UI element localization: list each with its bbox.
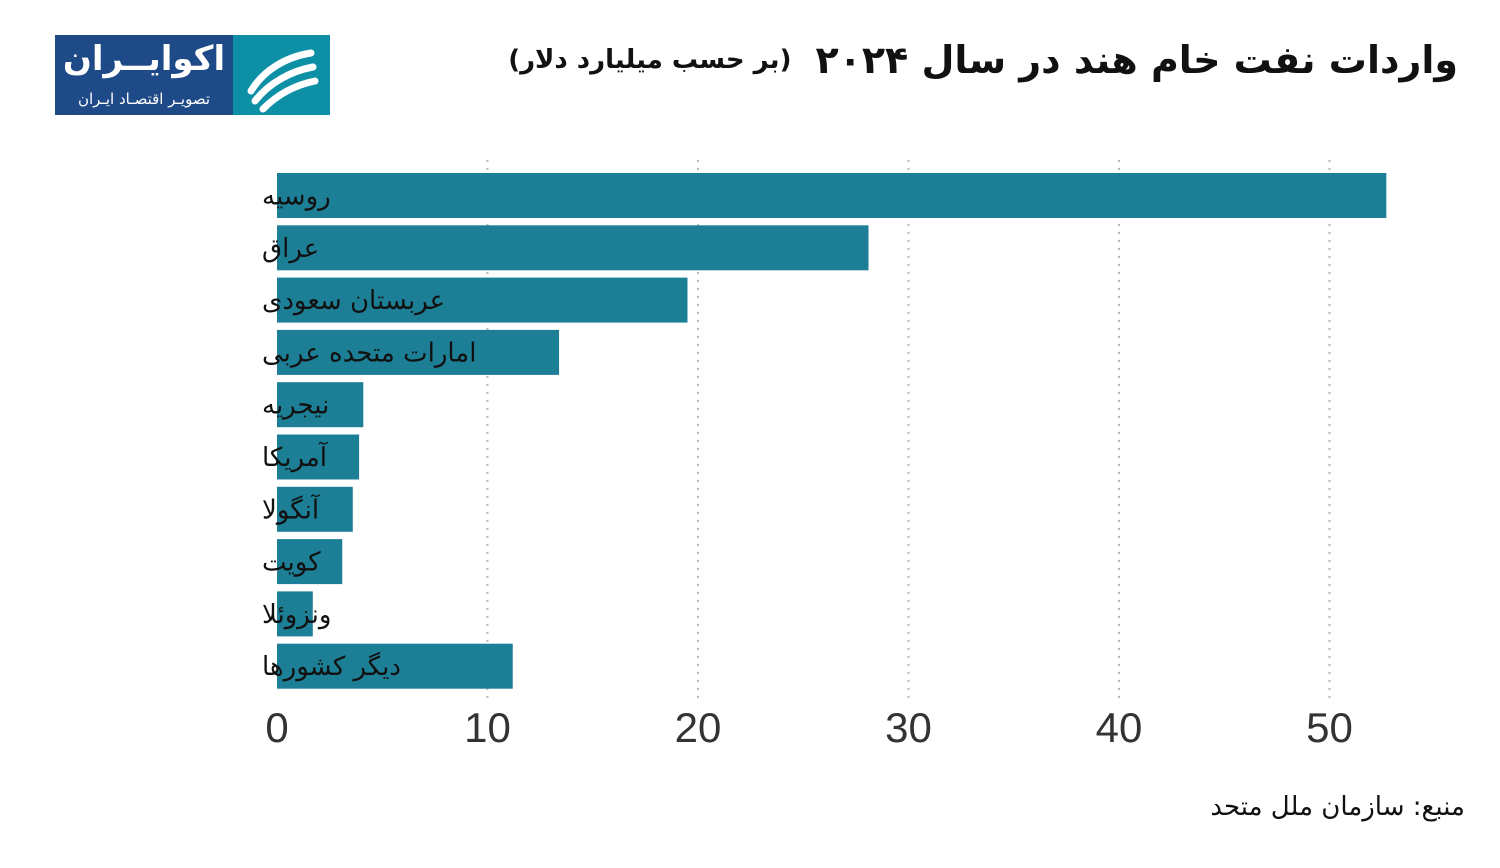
category-labels: روسیه عراق عربستان سعودی امارات متحده عربی ن… xyxy=(262,182,476,683)
x-tick-0: 0 xyxy=(265,704,288,751)
category-label-3: امارات متحده عربی xyxy=(262,338,476,368)
x-tick-20: 20 xyxy=(675,704,722,751)
category-label-0: روسیه xyxy=(262,182,331,212)
chart-title: واردات نفت خام هند در سال ۲۰۲۴ xyxy=(815,38,1458,82)
bar-8 xyxy=(277,591,313,637)
category-label-9: دیگر کشورها xyxy=(262,651,401,682)
bar-2 xyxy=(277,277,688,323)
logo-swirl-icon xyxy=(247,49,319,113)
logo-name: اکوایــران xyxy=(62,39,226,79)
x-tick-50: 50 xyxy=(1306,704,1353,751)
category-label-8: ونزوئلا xyxy=(262,600,331,630)
logo-text-block: اکوایــران تصویـر اقتصـاد ایـران xyxy=(55,35,233,115)
category-label-2: عربستان سعودی xyxy=(262,286,445,316)
logo-mark xyxy=(233,35,330,115)
chart-subtitle: (بر حسب میلیارد دلار) xyxy=(508,45,792,75)
logo-tagline: تصویـر اقتصـاد ایـران xyxy=(77,90,211,108)
bar-3 xyxy=(277,329,560,375)
bar-0 xyxy=(277,173,1387,218)
bar-4 xyxy=(277,382,364,428)
x-tick-40: 40 xyxy=(1096,704,1143,751)
chart-heading: واردات نفت خام هند در سال ۲۰۲۴ (بر حسب م… xyxy=(508,30,1458,90)
x-tick-10: 10 xyxy=(464,704,511,751)
bar-6 xyxy=(277,486,353,532)
category-label-6: آنگولا xyxy=(262,493,321,525)
x-tick-labels: 0 10 20 30 40 50 xyxy=(265,704,1353,751)
category-label-7: کویت xyxy=(262,548,321,578)
source-note: منبع: سازمان ملل متحد xyxy=(1210,792,1465,822)
category-label-1: عراق xyxy=(262,234,319,264)
x-tick-30: 30 xyxy=(885,704,932,751)
logo: اکوایــران تصویـر اقتصـاد ایـران xyxy=(55,35,330,115)
bar-1 xyxy=(277,225,869,271)
category-label-5: آمریکا xyxy=(262,441,329,473)
bar-5 xyxy=(277,434,360,480)
bars xyxy=(277,173,1387,689)
bar-9 xyxy=(277,643,513,689)
category-label-4: نیجریه xyxy=(262,391,329,421)
bar-7 xyxy=(277,539,343,585)
